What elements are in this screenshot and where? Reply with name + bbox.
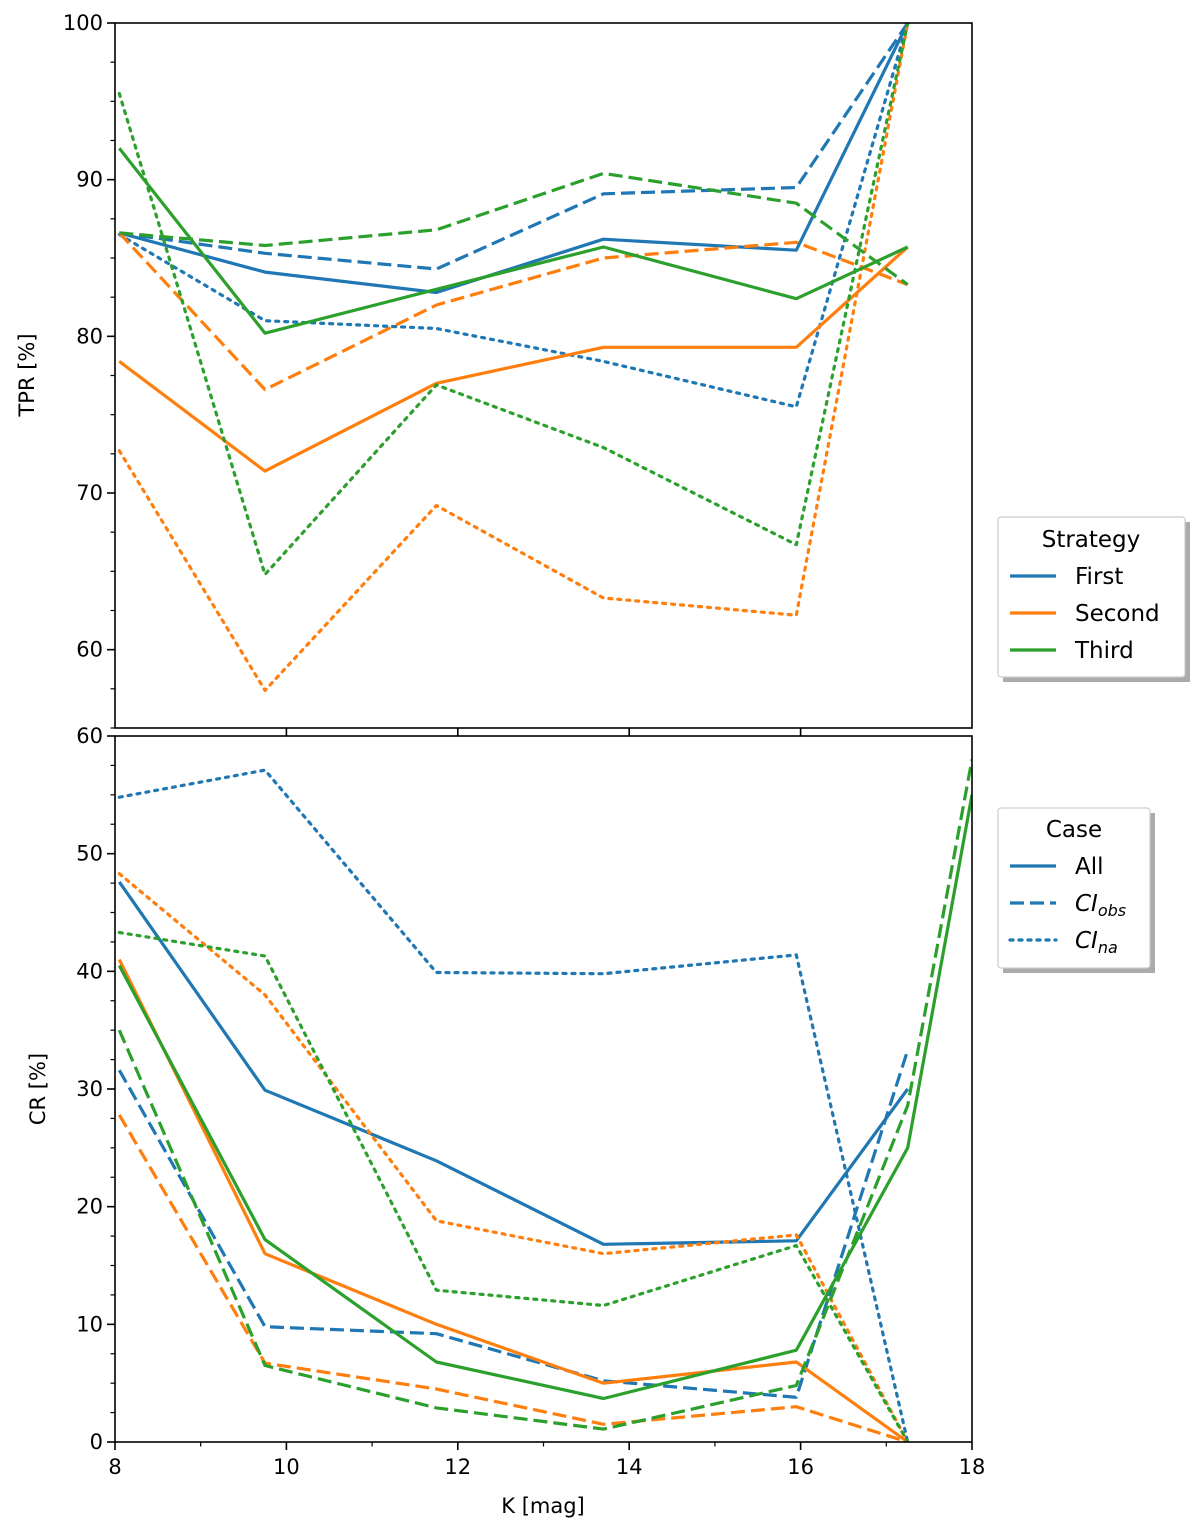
top-series-line-5: [117, 23, 910, 693]
bottom-ytick-label-60: 60: [76, 724, 103, 748]
top-series-line-2: [117, 23, 910, 409]
top-series-line-1: [119, 23, 910, 271]
bottom-series-line-6: [117, 794, 972, 1401]
top-series-line-0: [118, 23, 910, 295]
strategy-legend: Strategy First Second Third: [997, 516, 1190, 682]
strategy-legend-label-0: First: [1075, 564, 1123, 590]
top-series-line-7: [119, 171, 909, 286]
bottom-ytick-label-50: 50: [76, 842, 103, 866]
bottom-series-line-2: [117, 768, 910, 1442]
top-ytick-label-70: 70: [76, 481, 103, 505]
strategy-legend-label-2: Third: [1074, 638, 1134, 664]
bottom-ytick-label-20: 20: [76, 1195, 103, 1219]
bottom-series-line-5: [117, 872, 910, 1442]
strategy-legend-box: [997, 516, 1186, 678]
bottom-series-line-4: [117, 1114, 909, 1442]
xtick-label-14: 14: [616, 1455, 643, 1479]
case-legend-label-1: CIobs: [1075, 891, 1126, 920]
top-ytick-label-90: 90: [76, 168, 103, 192]
strategy-legend-title: Strategy: [1042, 527, 1141, 553]
top-series-line-6: [118, 147, 909, 335]
case-legend-label-2: CIna: [1075, 928, 1118, 957]
top-series-line-4: [118, 231, 909, 392]
bottom-ytick-label-10: 10: [76, 1312, 103, 1336]
x-axis-label: K [mag]: [501, 1494, 585, 1518]
bottom-y-axis-label: CR [%]: [26, 1053, 50, 1125]
bottom-series-line-7: [117, 759, 972, 1431]
top-ytick-label-80: 80: [76, 324, 103, 348]
bottom-series-line-8: [117, 930, 910, 1442]
top-ytick-label-100: 100: [63, 11, 103, 35]
top-series-line-3: [118, 245, 909, 473]
bottom-panel-frame: [114, 735, 973, 1443]
bottom-ytick-label-40: 40: [76, 959, 103, 983]
top-panel: 60 70 80 90 100 TPR [%]: [15, 11, 973, 736]
strategy-legend-label-1: Second: [1075, 601, 1160, 627]
top-y-axis-label: TPR [%]: [15, 333, 39, 417]
bottom-ytick-label-30: 30: [76, 1077, 103, 1101]
bottom-series-line-3: [117, 958, 909, 1442]
xtick-label-16: 16: [787, 1455, 814, 1479]
xtick-label-12: 12: [444, 1455, 471, 1479]
top-series-line-8: [117, 23, 910, 577]
bottom-panel: 0 10 20 30 40 50 60 8 10 12 14 16 18 CR [%] K [mag]: [26, 724, 985, 1518]
case-legend-label-0: All: [1075, 854, 1104, 880]
xtick-label-10: 10: [273, 1455, 300, 1479]
case-legend: Case All CIobs CIna: [997, 807, 1155, 973]
xtick-label-8: 8: [108, 1455, 121, 1479]
top-ytick-label-60: 60: [76, 638, 103, 662]
bottom-series-line-0: [117, 880, 909, 1246]
bottom-series-line-1: [117, 1049, 910, 1399]
case-legend-box: [997, 807, 1151, 969]
xtick-label-18: 18: [959, 1455, 986, 1479]
top-panel-frame: [114, 22, 973, 729]
case-legend-title: Case: [1046, 817, 1102, 843]
bottom-ytick-label-0: 0: [90, 1430, 103, 1454]
